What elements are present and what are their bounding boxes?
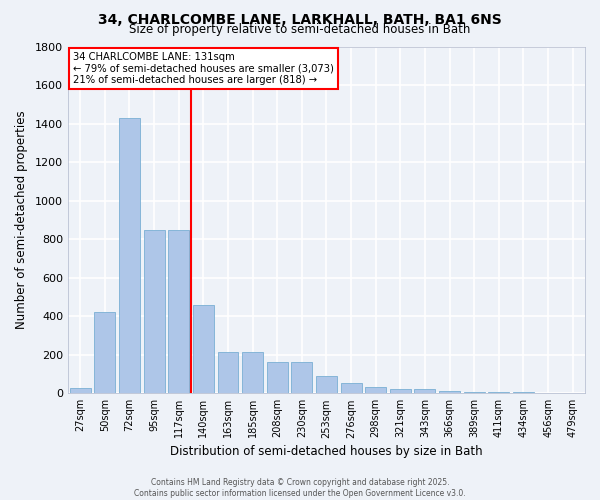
Text: 34 CHARLCOMBE LANE: 131sqm
← 79% of semi-detached houses are smaller (3,073)
21%: 34 CHARLCOMBE LANE: 131sqm ← 79% of semi… xyxy=(73,52,334,85)
Bar xyxy=(267,362,287,394)
Bar xyxy=(390,388,411,394)
Bar xyxy=(341,382,362,394)
X-axis label: Distribution of semi-detached houses by size in Bath: Distribution of semi-detached houses by … xyxy=(170,444,483,458)
Bar xyxy=(218,352,238,394)
Bar xyxy=(119,118,140,394)
Text: 34, CHARLCOMBE LANE, LARKHALL, BATH, BA1 6NS: 34, CHARLCOMBE LANE, LARKHALL, BATH, BA1… xyxy=(98,12,502,26)
Bar xyxy=(562,392,583,394)
Bar xyxy=(242,352,263,394)
Bar xyxy=(94,312,115,394)
Bar xyxy=(143,230,164,394)
Bar xyxy=(538,392,559,394)
Y-axis label: Number of semi-detached properties: Number of semi-detached properties xyxy=(15,110,28,329)
Bar xyxy=(415,390,436,394)
Text: Size of property relative to semi-detached houses in Bath: Size of property relative to semi-detach… xyxy=(130,22,470,36)
Bar xyxy=(439,392,460,394)
Bar xyxy=(365,386,386,394)
Bar xyxy=(292,362,313,394)
Bar xyxy=(168,230,189,394)
Bar xyxy=(193,304,214,394)
Bar xyxy=(513,392,534,394)
Bar xyxy=(70,388,91,394)
Bar xyxy=(464,392,485,394)
Bar xyxy=(488,392,509,394)
Bar xyxy=(316,376,337,394)
Text: Contains HM Land Registry data © Crown copyright and database right 2025.
Contai: Contains HM Land Registry data © Crown c… xyxy=(134,478,466,498)
